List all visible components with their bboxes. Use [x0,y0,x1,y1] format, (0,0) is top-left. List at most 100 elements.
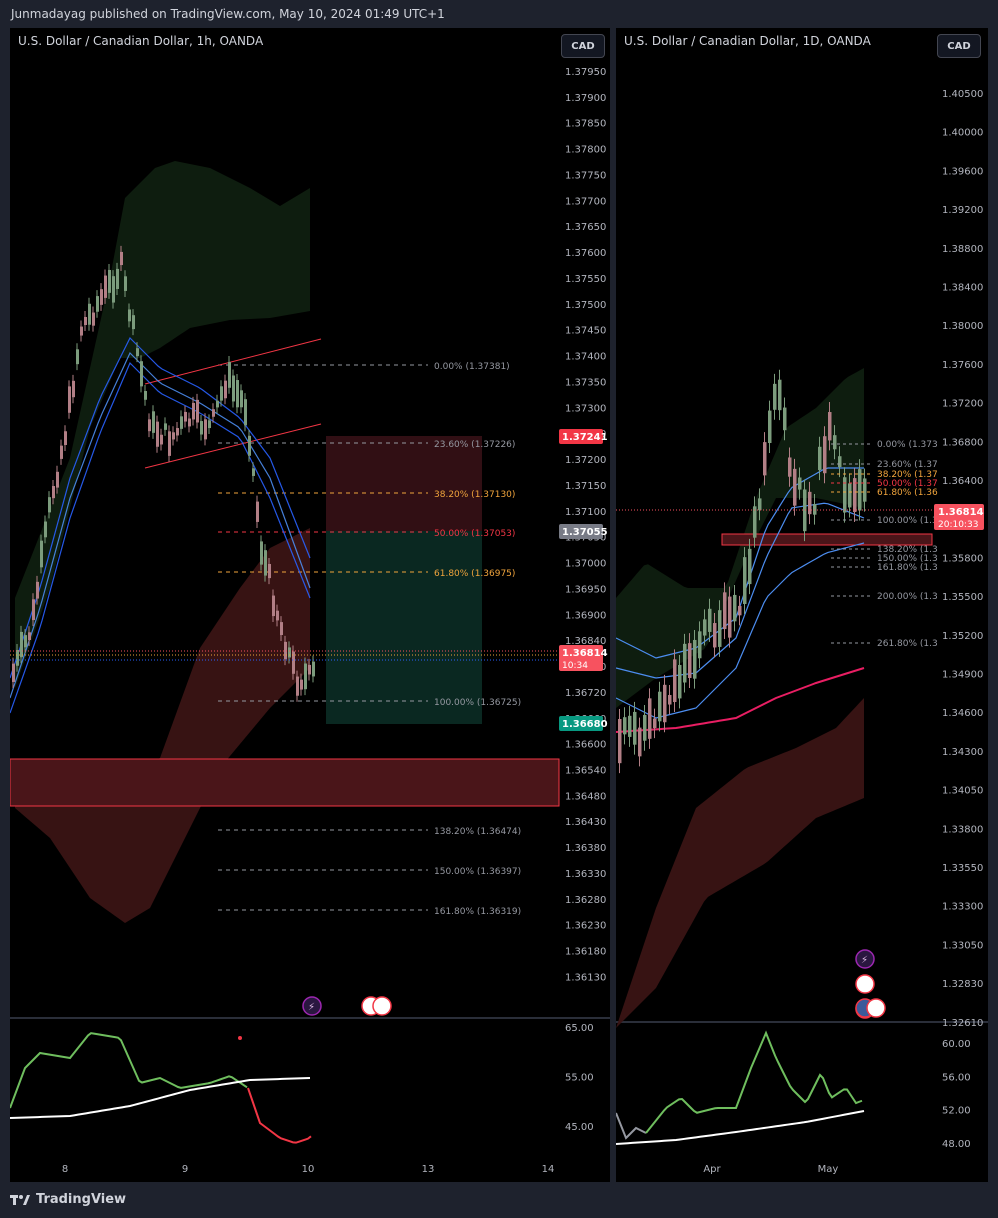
fib-level-label: 200.00% (1.3 [877,592,938,602]
chart-pane-1d[interactable]: 1.40500 1.40000 1.39600 1.39200 1.38800 1.384… [615,28,988,1182]
fib-level-label: 23.60% (1.37 [877,460,938,470]
candle-body [204,419,207,440]
price-tag-label: 1.36814 [938,507,984,518]
candle-body [633,711,637,745]
candle-body [172,432,175,440]
candle-body [40,540,43,568]
candle-body [184,411,187,422]
price-axis-label: 1.37650 [565,222,606,233]
price-axis-label: 1.39600 [942,166,983,177]
candle-body [160,434,163,445]
price-axis-label: 1.34300 [942,747,983,758]
price-axis-label: 1.37900 [565,93,606,104]
risk-zone [326,436,482,531]
candle-body [36,581,39,599]
candle-body [673,659,677,703]
chart-canvas-1h[interactable]: 1.37950 1.37900 1.37850 1.37800 1.37750 1.377… [9,28,610,1182]
lower-band-fill [15,528,310,923]
candle-body [248,435,251,456]
price-axis-label: 1.37200 [942,399,983,410]
candle-body [112,276,115,303]
price-axis-label: 1.39200 [942,205,983,216]
currency-button-1d[interactable]: CAD [937,34,981,58]
candle-body [176,428,179,436]
candle-body [120,251,123,266]
rsi-ma-line [615,1110,865,1145]
price-axis-label: 1.36540 [565,765,606,776]
candle-body [823,436,827,474]
fib-level-label: 100.00% (1.36725) [434,698,521,708]
fib-level-label: 38.20% (1.37130) [434,490,515,500]
rsi-axis-label: 45.00 [565,1122,594,1133]
price-axis-label: 1.36380 [565,843,606,854]
candle-body [156,421,159,447]
candle-body [148,419,151,432]
candle-body [292,651,295,674]
candle-body [212,409,215,417]
fib-level-label: 23.60% (1.37226) [434,440,515,450]
price-axis-label: 1.36280 [565,895,606,906]
candle-body [152,411,155,433]
rsi-axis-label: 52.00 [942,1106,971,1117]
candle-body [828,412,832,441]
rsi-line-green [645,1030,863,1134]
price-tag-label: 1.36814 [562,648,608,659]
fib-level-label: 150.00% (1.36397) [434,867,521,877]
candle-body [264,550,267,576]
price-axis-label: 1.35800 [942,553,983,564]
candle-body [16,650,19,666]
candle-body [80,326,83,336]
candle-body [144,391,147,400]
fib-level-label: 161.80% (1.3 [877,563,938,573]
price-axis-label: 1.32610 [942,1018,983,1029]
candle-body [20,631,23,658]
ema-line [9,351,311,699]
price-axis-label: 1.38800 [942,244,983,255]
price-axis-label: 1.37100 [565,507,606,518]
candle-body [136,348,139,357]
candle-body [818,446,822,471]
candle-body [256,501,259,522]
candle-body [623,717,627,735]
ema-ribbon-line [615,502,865,679]
footer: TradingView [0,1184,998,1218]
candle-body [773,383,777,410]
candle-body [648,698,652,739]
rsi-axis-label: 55.00 [565,1073,594,1084]
candle-body [124,276,127,291]
chart-canvas-1d[interactable]: 1.40500 1.40000 1.39600 1.39200 1.38800 1.384… [615,28,988,1182]
chart-pane-1h[interactable]: 1.37950 1.37900 1.37850 1.37800 1.37750 1.377… [9,28,610,1182]
candle-body [276,610,279,621]
candle-body [733,594,737,622]
candle-body [858,469,862,511]
price-axis-label: 1.37950 [565,67,606,78]
tradingview-logo-icon [10,1194,30,1205]
price-tag-countdown: 10:34 [562,661,588,671]
candle-body [308,664,311,675]
price-tag [934,504,984,530]
price-axis-label: 1.40000 [942,128,983,139]
candle-body [108,269,111,293]
fib-level-label: 0.00% (1.373 [877,440,938,450]
candle-body [28,632,31,640]
candle-body [663,684,667,723]
candle-body [643,714,647,741]
tradingview-logo[interactable]: TradingView [10,1192,126,1207]
currency-button-1h[interactable]: CAD [561,34,605,58]
candle-body [653,718,657,729]
candle-body [758,498,762,511]
price-axis-label: 1.33050 [942,940,983,951]
fib-level-label: 138.20% (1.3 [877,545,938,555]
candle-body [698,631,702,659]
chart-title-1d: U.S. Dollar / Canadian Dollar, 1D, OANDA [624,34,871,48]
price-axis-label: 1.36900 [565,610,606,621]
price-tag [559,645,603,671]
us-flag-icon-2 [866,998,886,1018]
price-axis-label: 1.36400 [942,476,983,487]
candle-body [260,541,263,565]
candle-body [24,635,27,648]
candle-body [168,431,171,456]
price-axis-label: 1.37300 [565,403,606,414]
price-axis-label: 1.36430 [565,817,606,828]
price-axis-label: 1.36330 [565,869,606,880]
